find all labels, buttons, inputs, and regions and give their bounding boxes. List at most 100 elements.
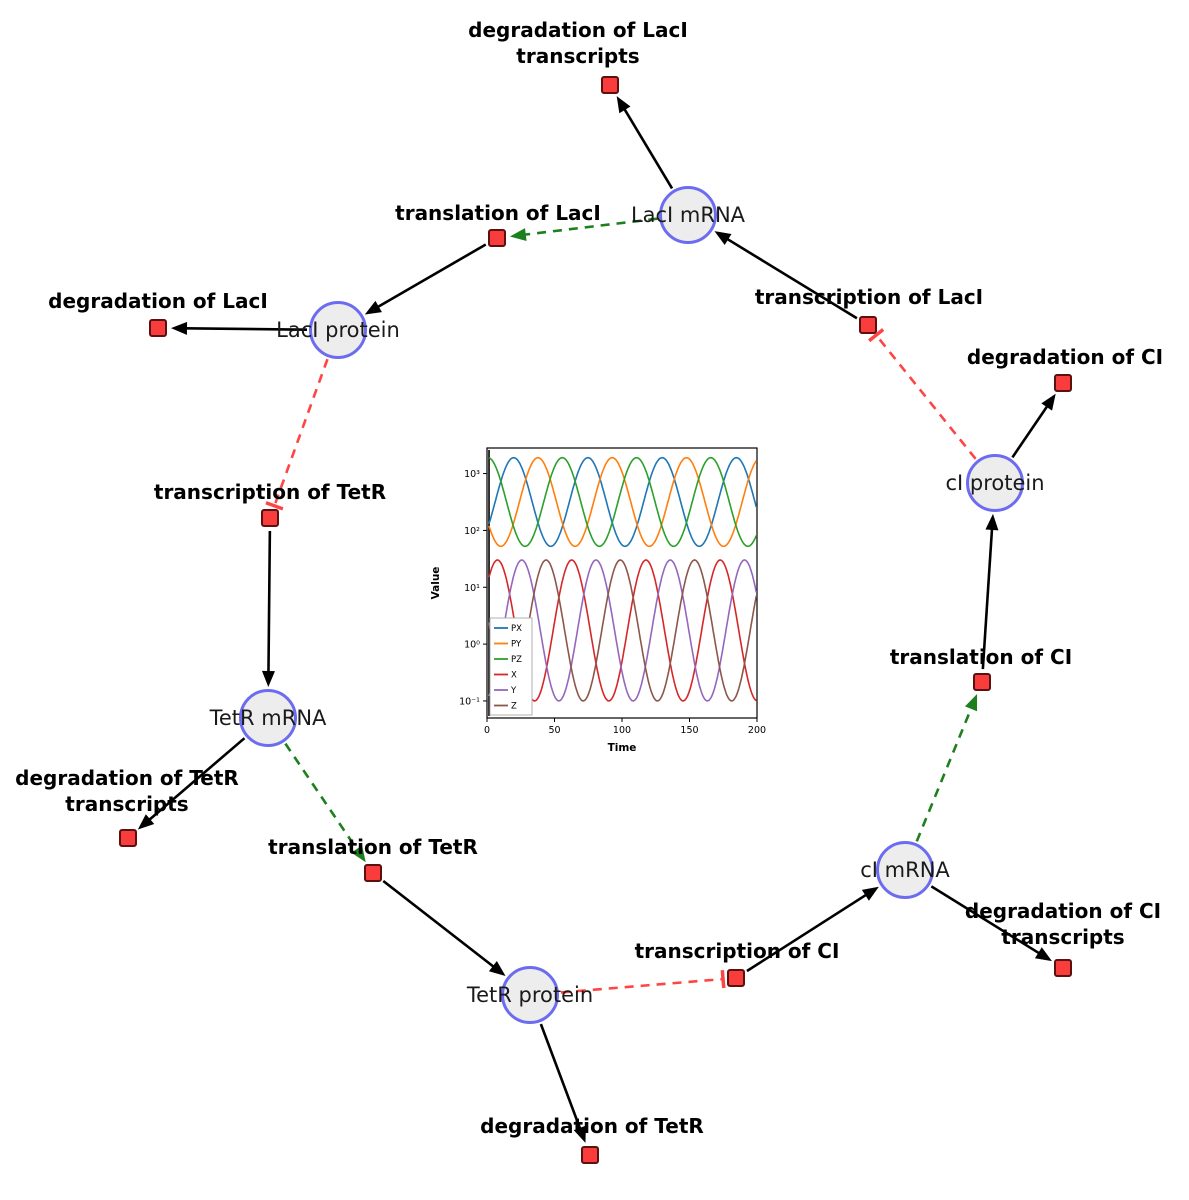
species-label-tetr_protein: TetR protein (466, 983, 594, 1007)
edge-transl_tetr-to-tetr_protein (382, 879, 497, 970)
reaction-node-deg_laci (149, 319, 167, 337)
reaction-label-line: transcription of LacI (754, 285, 984, 309)
reaction-node-deg_ci_tr (1054, 959, 1072, 977)
y-tick-label: 10³ (464, 469, 480, 480)
species-node-tetr_mrna (239, 689, 297, 747)
edge-ci_protein-to-transcr_laci (875, 334, 977, 460)
y-tick-label: 10⁰ (464, 640, 480, 651)
species-node-ci_protein (966, 454, 1024, 512)
edge-ci_protein-to-deg_ci (1011, 403, 1050, 459)
reaction-node-transcr_laci (859, 316, 877, 334)
reaction-label-line: translation of CI (889, 645, 1073, 669)
time-course-chart: 0 50 100 150 200 10⁻¹ 10⁰ 10¹ 10² 10³ Time Value PX P… (430, 447, 766, 754)
reaction-node-deg_tetr (581, 1146, 599, 1164)
reaction-label-line: transcripts (516, 44, 640, 68)
production-arrowhead (261, 670, 275, 688)
reaction-node-deg_tetr_tr (119, 829, 137, 847)
consumption-arrowhead (170, 321, 188, 335)
consumption-arrowhead (1034, 947, 1052, 962)
species-node-laci_mrna (659, 186, 717, 244)
modifier-green-arrowhead (509, 228, 527, 241)
inhibition-tee (265, 501, 284, 511)
reaction-label-deg_tetr: degradation of TetR (480, 1113, 704, 1139)
reaction-label-transcr_ci: transcription of CI (635, 938, 840, 964)
reaction-label-line: transcripts (1001, 925, 1125, 949)
species-label-ci_protein: cI protein (945, 471, 1045, 495)
consumption-arrowhead (137, 814, 155, 830)
x-axis-label: Time (608, 742, 637, 754)
x-tick-label: 50 (548, 725, 560, 736)
reaction-label-line: degradation of LacI (468, 18, 688, 42)
edge-transcr_tetr-to-tetr_mrna (267, 530, 272, 675)
edge-laci_mrna-to-transl_laci (522, 217, 658, 237)
series-line-X (488, 559, 757, 702)
edge-transcr_ci-to-ci_mrna (746, 892, 869, 973)
reaction-label-line: degradation of LacI (48, 289, 268, 313)
species-label-ci_mrna: cI mRNA (860, 858, 950, 882)
reaction-node-transl_tetr (364, 864, 382, 882)
series-line-Z (488, 559, 758, 702)
reaction-node-deg_ci (1054, 374, 1072, 392)
reaction-label-transl_tetr: translation of TetR (268, 834, 478, 860)
production-arrowhead (985, 513, 999, 531)
legend-label-Y: Y (510, 686, 517, 696)
reaction-label-line: degradation of TetR (480, 1114, 704, 1138)
legend-label-PX: PX (511, 624, 522, 634)
legend-box (489, 617, 533, 716)
species-node-tetr_protein (501, 966, 559, 1024)
modifier-green-arrowhead (964, 694, 978, 712)
x-tick-label: 200 (748, 725, 766, 736)
edge-tetr_protein-to-deg_tetr (539, 1023, 583, 1132)
reaction-node-transcr_tetr (261, 509, 279, 527)
legend-label-PY: PY (511, 640, 522, 650)
x-tick-label: 150 (680, 725, 698, 736)
consumption-arrowhead (573, 1125, 586, 1143)
time-course-inset-plot: 0 50 100 150 200 10⁻¹ 10⁰ 10¹ 10² 10³ Time Value PX P… (425, 438, 770, 768)
reaction-label-deg_tetr_tr: degradation of TetR transcripts (15, 765, 239, 817)
y-tick-label: 10² (464, 526, 480, 537)
reaction-label-line: transcripts (65, 792, 189, 816)
reaction-label-transl_ci: translation of CI (890, 644, 1072, 670)
series-line-PZ (488, 456, 758, 548)
edge-tetr_mrna-to-deg_tetr_tr (146, 737, 246, 823)
reaction-label-transcr_laci: transcription of LacI (755, 284, 983, 310)
reaction-label-deg_laci: degradation of LacI (48, 288, 268, 314)
edge-ci_mrna-to-deg_ci_tr (930, 885, 1042, 956)
legend-label-PZ: PZ (511, 655, 522, 665)
legend-label-X: X (511, 671, 517, 681)
y-axis-label: Value (430, 567, 442, 600)
reaction-label-line: degradation of TetR (15, 766, 239, 790)
consumption-arrowhead (616, 96, 631, 114)
edge-tetr_mrna-to-transl_tetr (284, 742, 360, 853)
reaction-label-line: degradation of CI (964, 899, 1162, 923)
production-arrowhead (861, 886, 879, 901)
reaction-label-line: translation of LacI (395, 201, 601, 225)
reaction-node-transl_ci (973, 673, 991, 691)
reaction-label-transl_laci: translation of LacI (395, 200, 601, 226)
reaction-label-deg_laci_tr: degradation of LacI transcripts (468, 17, 688, 69)
edge-laci_protein-to-transcr_tetr (273, 358, 329, 507)
edge-tetr_protein-to-transcr_ci (560, 977, 724, 994)
reaction-label-line: degradation of CI (966, 345, 1164, 369)
reaction-label-line: transcription of TetR (153, 480, 387, 504)
species-node-laci_protein (309, 301, 367, 359)
species-label-laci_protein: LacI protein (276, 318, 400, 342)
species-label-laci_mrna: LacI mRNA (630, 203, 746, 227)
inhibition-tee (868, 328, 885, 343)
production-arrowhead (364, 300, 382, 315)
species-label-tetr_mrna: TetR mRNA (209, 706, 327, 730)
reaction-label-line: translation of TetR (268, 835, 478, 859)
production-arrowhead (714, 231, 732, 246)
edge-transcr_laci-to-laci_mrna (724, 236, 858, 320)
consumption-arrowhead (1041, 393, 1056, 411)
production-arrowhead (488, 961, 506, 976)
edge-laci_mrna-to-deg_laci_tr (622, 106, 674, 190)
reaction-node-deg_laci_tr (601, 76, 619, 94)
y-tick-label: 10⁻¹ (459, 696, 480, 707)
reaction-label-deg_ci_tr: degradation of CI transcripts (965, 898, 1161, 950)
edge-transl_ci-to-ci_protein (981, 526, 994, 670)
y-tick-label: 10¹ (464, 583, 480, 594)
